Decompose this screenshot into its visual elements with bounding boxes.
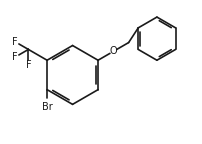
- Text: F: F: [25, 60, 31, 70]
- Text: F: F: [12, 52, 18, 62]
- Text: O: O: [109, 46, 117, 56]
- Text: F: F: [12, 37, 18, 47]
- Text: Br: Br: [41, 102, 52, 112]
